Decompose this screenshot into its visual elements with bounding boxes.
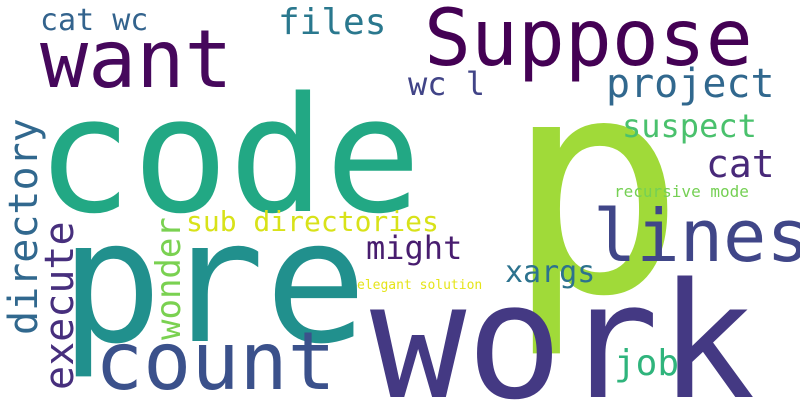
word-p: p (505, 13, 686, 362)
word-might: might (366, 229, 463, 267)
word-execute: execute (37, 221, 83, 390)
word-xargs: xargs (505, 255, 596, 290)
word-pre: pre (60, 184, 368, 382)
word-sub-directories: sub directories (186, 205, 439, 238)
word-files: files (278, 2, 387, 43)
word-elegant-solution: elegant solution (357, 278, 483, 293)
word-lines: lines (593, 194, 800, 278)
word-recursive-mode: recursive mode (614, 182, 749, 201)
word-project: project (606, 61, 775, 107)
word-want: want (40, 13, 233, 106)
word-code: code (36, 62, 422, 249)
word-suspect: suspect (622, 107, 757, 145)
word-suppose: Suppose (424, 0, 753, 84)
word-wonder: wonder (149, 217, 189, 340)
word-job: job (614, 343, 680, 384)
word-count: count (95, 315, 336, 400)
word-wc-l: wc l (408, 65, 486, 103)
word-cat-wc: cat wc (40, 3, 149, 38)
word-cat: cat (706, 142, 775, 186)
word-work: work (370, 248, 756, 400)
